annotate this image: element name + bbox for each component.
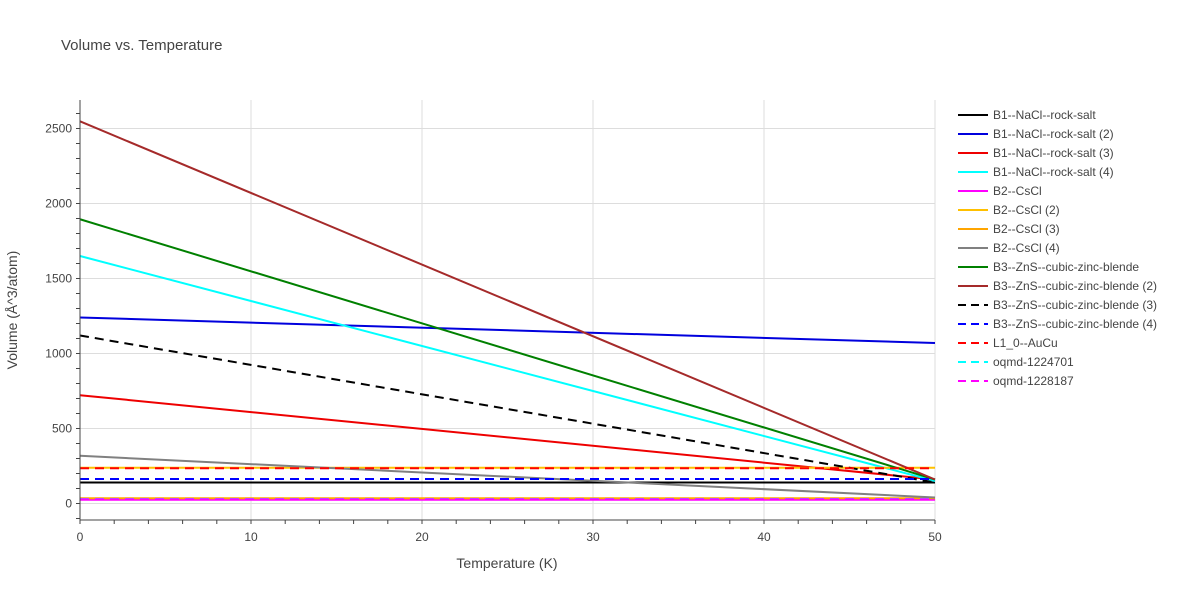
- legend-label: B2--CsCl: [993, 184, 1042, 198]
- series-line-11: [79, 334, 936, 484]
- series-line-10: [79, 120, 936, 481]
- x-tick-label: 20: [415, 530, 429, 544]
- legend-label: B3--ZnS--cubic-zinc-blende (4): [993, 317, 1157, 331]
- y-axis-label: Volume (Å^3/atom): [4, 251, 20, 370]
- y-tick-label: 2000: [45, 197, 72, 211]
- legend-item[interactable]: B2--CsCl (3): [958, 222, 1060, 236]
- series-line-3: [79, 394, 936, 481]
- legend-item[interactable]: B2--CsCl (4): [958, 241, 1060, 255]
- legend-item[interactable]: B3--ZnS--cubic-zinc-blende (4): [958, 317, 1157, 331]
- legend-label: L1_0--AuCu: [993, 336, 1058, 350]
- legend-label: B2--CsCl (3): [993, 222, 1060, 236]
- legend-item[interactable]: B3--ZnS--cubic-zinc-blende (2): [958, 279, 1157, 293]
- x-axis-label: Temperature (K): [456, 555, 557, 571]
- legend-label: B1--NaCl--rock-salt (2): [993, 127, 1114, 141]
- legend-item[interactable]: B2--CsCl (2): [958, 203, 1060, 217]
- y-tick-label: 1000: [45, 347, 72, 361]
- legend-item[interactable]: B1--NaCl--rock-salt (2): [958, 127, 1114, 141]
- chart-title: Volume vs. Temperature: [61, 37, 222, 54]
- legend[interactable]: B1--NaCl--rock-salt B1--NaCl--rock-salt (…: [958, 108, 1157, 388]
- legend-label: B2--CsCl (4): [993, 241, 1060, 255]
- legend-label: B2--CsCl (2): [993, 203, 1060, 217]
- legend-item[interactable]: oqmd-1224701: [958, 355, 1074, 369]
- legend-item[interactable]: B3--ZnS--cubic-zinc-blende (3): [958, 298, 1157, 312]
- legend-label: B3--ZnS--cubic-zinc-blende (2): [993, 279, 1157, 293]
- x-tick-label: 50: [928, 530, 942, 544]
- legend-label: B1--NaCl--rock-salt: [993, 108, 1096, 122]
- y-tick-label: 500: [52, 422, 72, 436]
- x-tick-label: 0: [77, 530, 84, 544]
- series-line-8: [79, 454, 936, 499]
- legend-label: B3--ZnS--cubic-zinc-blende (3): [993, 298, 1157, 312]
- legend-item[interactable]: B1--NaCl--rock-salt (4): [958, 165, 1114, 179]
- legend-label: B3--ZnS--cubic-zinc-blende: [993, 260, 1139, 274]
- x-tick-label: 10: [244, 530, 258, 544]
- legend-label: B1--NaCl--rock-salt (3): [993, 146, 1114, 160]
- x-tick-label: 30: [586, 530, 600, 544]
- legend-item[interactable]: L1_0--AuCu: [958, 336, 1058, 350]
- legend-label: B1--NaCl--rock-salt (4): [993, 165, 1114, 179]
- y-tick-label: 2500: [45, 122, 72, 136]
- legend-item[interactable]: B3--ZnS--cubic-zinc-blende: [958, 260, 1139, 274]
- series-line-4: [79, 255, 936, 482]
- legend-item[interactable]: oqmd-1228187: [958, 374, 1074, 388]
- legend-item[interactable]: B1--NaCl--rock-salt: [958, 108, 1096, 122]
- axes-layer: [76, 100, 936, 524]
- legend-label: oqmd-1228187: [993, 374, 1074, 388]
- legend-label: oqmd-1224701: [993, 355, 1074, 369]
- series-layer: [79, 120, 936, 501]
- series-line-9: [79, 218, 936, 481]
- y-tick-label: 0: [65, 497, 72, 511]
- series-line-2: [79, 316, 936, 344]
- legend-item[interactable]: B2--CsCl: [958, 184, 1042, 198]
- x-tick-label: 40: [757, 530, 771, 544]
- legend-item[interactable]: B1--NaCl--rock-salt (3): [958, 146, 1114, 160]
- y-tick-label: 1500: [45, 272, 72, 286]
- grid-layer: [79, 100, 936, 520]
